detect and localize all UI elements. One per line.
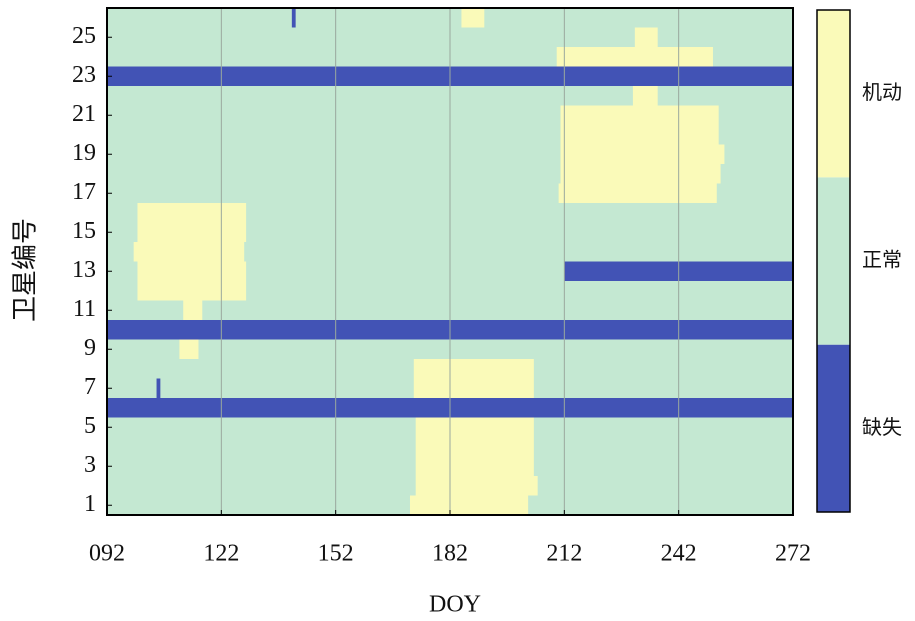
cell-segment [632,86,658,106]
colorbar-swatch [817,10,850,178]
cell-segment [156,378,161,398]
colorbar-swatch [817,177,850,345]
cell-segment [133,242,245,262]
x-tick-label: 122 [203,541,239,567]
cell-segment [137,281,247,301]
cell-segment [137,203,247,223]
cell-segment [556,47,713,67]
cell-segment [137,222,247,242]
x-tick-label: 182 [432,541,468,567]
x-tick-label: 092 [89,541,125,567]
x-tick-label: 212 [546,541,582,567]
y-tick-label: 17 [72,179,96,205]
cell-segment [560,144,725,164]
cell-segment [409,495,529,515]
y-tick-label: 9 [84,335,96,361]
cell-segment [137,261,247,281]
cell-segment [413,378,534,398]
cell-segment [415,437,534,457]
colorbar-frame [816,9,851,513]
x-tick-label: 272 [775,541,811,567]
legend-label: 机动 [862,80,902,104]
y-axis-label: 卫星编号 [11,218,41,322]
y-tick-label: 1 [84,491,96,517]
x-tick-label: 242 [661,541,697,567]
y-tick-label: 21 [72,101,96,127]
plot-frame [106,7,794,516]
x-tick-label: 152 [318,541,354,567]
y-tick-label: 25 [72,23,96,49]
cell-segment [461,8,485,28]
cell-segment [179,339,199,359]
legend-label: 正常 [862,248,902,272]
cell-segment [183,300,203,320]
y-tick-label: 5 [84,413,96,439]
cell-segment [558,183,717,203]
x-axis-label: DOY [429,592,481,618]
cell-segment [415,476,538,496]
y-tick-label: 11 [73,296,96,322]
cell-segment [415,456,534,476]
y-tick-label: 15 [72,218,96,244]
y-tick-label: 3 [84,452,96,478]
cell-segment [560,125,719,145]
cell-segment [560,164,721,184]
cell-segment [634,27,658,47]
cell-segment [415,417,534,437]
y-tick-label: 23 [72,62,96,88]
cell-segment [560,105,719,125]
legend-label: 缺失 [862,415,902,439]
colorbar-swatch [817,344,850,512]
y-tick-label: 19 [72,140,96,166]
cell-segment [291,8,296,28]
cell-segment [413,359,534,379]
y-tick-label: 13 [72,257,96,283]
y-tick-label: 7 [84,374,96,400]
